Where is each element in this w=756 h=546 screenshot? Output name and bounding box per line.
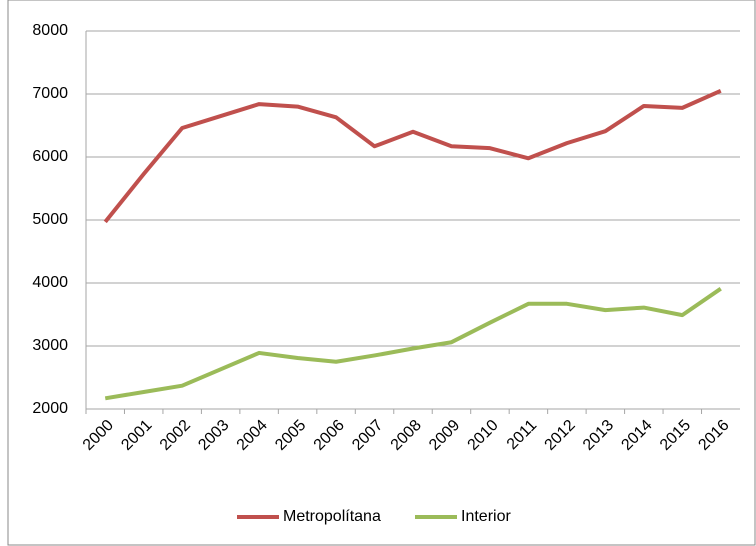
y-tick-label: 5000 <box>32 211 68 228</box>
chart-frame <box>7 0 756 546</box>
y-tick-label: 2000 <box>32 400 68 417</box>
series-line <box>104 287 722 401</box>
y-tick-label: 8000 <box>32 22 68 39</box>
y-tick-label: 7000 <box>32 85 68 102</box>
series-line <box>103 89 722 224</box>
legend-label: Metropolítana <box>283 508 381 525</box>
y-tick-label: 3000 <box>32 337 68 354</box>
y-tick-label: 4000 <box>32 274 68 291</box>
legend-label: Interior <box>461 508 511 525</box>
y-tick-label: 6000 <box>32 148 68 165</box>
